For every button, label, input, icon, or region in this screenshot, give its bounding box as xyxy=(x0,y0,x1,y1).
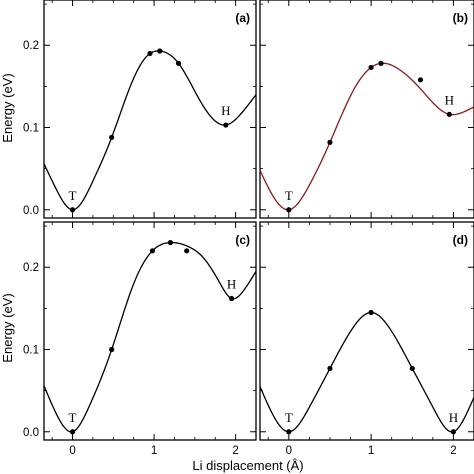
data-point xyxy=(327,365,333,372)
panel-label: (a) xyxy=(235,11,250,25)
data-point xyxy=(368,309,374,316)
site-label-T: T xyxy=(285,410,293,425)
panel-frame xyxy=(43,0,257,219)
x-tick-label: 1 xyxy=(151,445,157,457)
data-point xyxy=(223,122,229,128)
panel-label: (b) xyxy=(453,11,468,25)
data-point xyxy=(286,207,292,213)
y-tick-label: 0.1 xyxy=(23,345,39,357)
y-axis-title-bottom: Energy (eV) xyxy=(0,293,15,362)
panels: 0.0 0.1 0.2 T H (a) T H (b) 0 1 2 0.0 0.1 0.2 T H (c) 0 1 2 T… xyxy=(23,0,474,457)
site-label-T: T xyxy=(69,410,77,425)
site-label-H: H xyxy=(227,277,236,292)
data-point xyxy=(446,111,452,117)
data-point xyxy=(167,239,173,246)
data-point xyxy=(368,64,374,71)
data-point xyxy=(109,346,115,353)
x-tick-label: 0 xyxy=(286,445,292,457)
panel-label: (c) xyxy=(235,233,250,247)
data-point xyxy=(378,60,384,66)
data-point xyxy=(69,207,76,213)
panel-frame xyxy=(259,0,474,219)
data-point xyxy=(175,60,182,66)
data-point xyxy=(286,429,292,435)
panel-frame xyxy=(259,221,474,441)
data-point xyxy=(184,248,190,254)
data-point xyxy=(327,139,333,145)
x-axis-title: Li displacement (Å) xyxy=(192,458,303,473)
panel-b: T H (b) xyxy=(259,0,474,219)
x-tick-label: 2 xyxy=(450,445,456,457)
data-point xyxy=(417,77,424,83)
energy-curve xyxy=(43,50,257,211)
y-axis-title-top: Energy (eV) xyxy=(0,73,15,142)
y-tick-label: 0.2 xyxy=(23,40,39,52)
data-point xyxy=(450,429,457,435)
x-tick-label: 2 xyxy=(232,445,238,457)
y-tick-label: 0.1 xyxy=(23,123,39,135)
panel-frame xyxy=(43,221,257,441)
energy-curve xyxy=(259,62,474,211)
x-tick-label: 1 xyxy=(368,445,374,457)
y-tick-label: 0.2 xyxy=(23,262,39,274)
site-label-T: T xyxy=(69,188,77,203)
site-label-T: T xyxy=(285,188,293,203)
y-tick-label: 0.0 xyxy=(23,205,39,217)
site-label-H: H xyxy=(445,92,454,107)
data-point xyxy=(69,429,76,435)
data-point xyxy=(147,50,153,57)
site-label-H: H xyxy=(221,103,230,118)
data-point xyxy=(228,295,235,302)
energy-curve xyxy=(43,241,257,433)
energy-curve xyxy=(259,311,474,433)
y-tick-label: 0.0 xyxy=(23,427,39,439)
panel-c: 0 1 2 0.0 0.1 0.2 T H (c) xyxy=(23,221,257,457)
data-point xyxy=(157,48,163,54)
site-label-H: H xyxy=(449,410,458,425)
data-point xyxy=(149,248,156,254)
panel-label: (d) xyxy=(453,233,468,247)
data-point xyxy=(109,134,115,140)
data-point xyxy=(409,365,415,372)
panel-d: 0 1 2 T H (d) xyxy=(259,221,474,457)
x-tick-label: 0 xyxy=(69,445,75,457)
panel-a: 0.0 0.1 0.2 T H (a) xyxy=(23,0,257,219)
